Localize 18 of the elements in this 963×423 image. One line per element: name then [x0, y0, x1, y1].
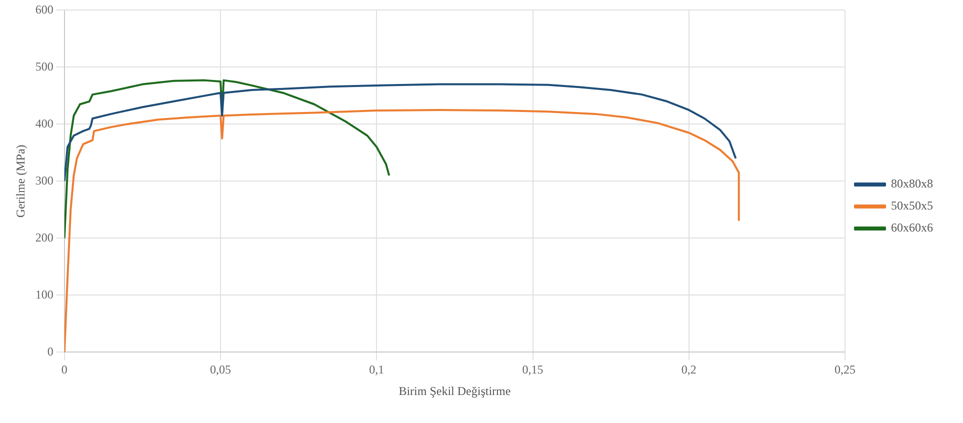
- y-tick-label: 200: [35, 230, 54, 244]
- legend-label: 80x80x8: [891, 176, 933, 191]
- x-tick-label: 0,25: [834, 362, 856, 377]
- x-tick-label: 0,2: [681, 362, 696, 377]
- y-tick-label: 300: [35, 173, 54, 188]
- y-axis-title: Gerilme (MPa): [13, 144, 28, 218]
- y-tick-label: 600: [35, 2, 54, 16]
- y-tick-label: 100: [35, 287, 54, 302]
- x-tick-label: 0,05: [210, 362, 232, 377]
- legend-label: 60x60x6: [891, 220, 933, 235]
- x-tick-label: 0,15: [522, 362, 544, 377]
- y-tick-label: 400: [35, 116, 54, 130]
- x-tick-label: 0,1: [369, 362, 384, 377]
- legend-label: 50x50x5: [891, 198, 933, 213]
- y-tick-label: 500: [35, 59, 54, 74]
- x-axis-title: Birim Şekil Değiştirme: [398, 384, 511, 398]
- x-tick-label: 0: [61, 362, 68, 377]
- y-tick-label: 0: [47, 344, 54, 358]
